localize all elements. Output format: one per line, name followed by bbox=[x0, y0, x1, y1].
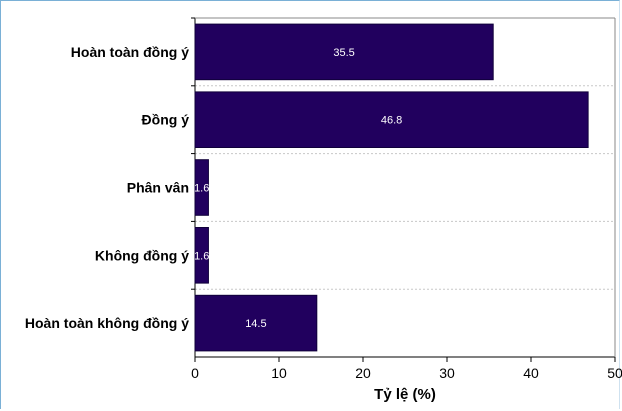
data-label: 14.5 bbox=[245, 318, 266, 330]
data-label: 1.6 bbox=[194, 183, 209, 195]
category-label: Đồng ý bbox=[142, 112, 190, 128]
x-tick-label: 10 bbox=[271, 365, 287, 381]
bar bbox=[194, 227, 209, 284]
data-label: 46.8 bbox=[381, 115, 402, 127]
data-label: 1.6 bbox=[194, 250, 209, 262]
x-tick-label: 50 bbox=[607, 365, 622, 381]
bars: 35.5 46.8 1.6 1.6 14.5 bbox=[194, 23, 589, 352]
x-ticks: 0 10 20 30 40 50 bbox=[191, 357, 622, 381]
x-tick-label: 30 bbox=[439, 365, 455, 381]
data-label: 35.5 bbox=[333, 47, 354, 59]
category-labels: Hoàn toàn đồng ý Đồng ý Phân vân Không đồng… bbox=[25, 17, 195, 331]
grid-lines bbox=[195, 85, 615, 290]
category-label: Phân vân bbox=[127, 180, 189, 196]
x-axis-label: Tỷ lệ (%) bbox=[374, 386, 436, 403]
bar bbox=[194, 294, 318, 352]
x-tick-label: 0 bbox=[191, 365, 199, 381]
bar bbox=[194, 91, 589, 148]
x-tick-label: 20 bbox=[355, 365, 371, 381]
category-label: Không đồng ý bbox=[95, 247, 189, 263]
x-tick-label: 40 bbox=[523, 365, 539, 381]
category-label: Hoàn toàn đồng ý bbox=[71, 44, 189, 60]
category-label: Hoàn toàn không đồng ý bbox=[25, 315, 189, 331]
bar bbox=[194, 159, 209, 216]
bar bbox=[194, 23, 494, 81]
